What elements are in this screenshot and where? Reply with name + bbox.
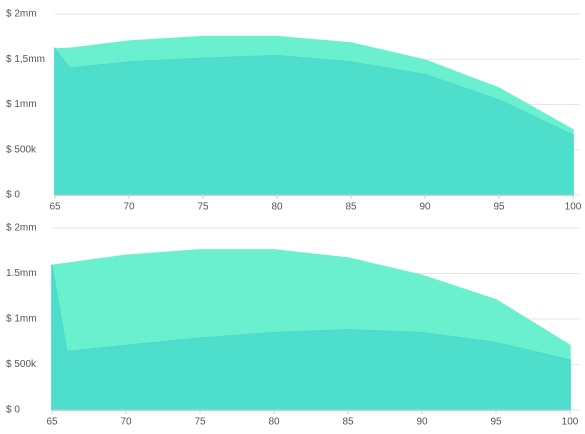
x-tick-label: 100 <box>562 417 579 428</box>
y-tick-label: $ 2mm <box>6 9 37 20</box>
x-tick-label: 65 <box>49 202 61 213</box>
y-tick-label: $ 500k <box>6 144 37 155</box>
x-tick-label: 95 <box>490 417 502 428</box>
x-tick-label: 90 <box>419 202 431 213</box>
x-tick-label: 80 <box>268 417 280 428</box>
x-tick-label: 80 <box>271 202 283 213</box>
x-tick-label: 100 <box>565 202 582 213</box>
y-tick-label: $ 2mm <box>6 223 37 234</box>
y-tick-label: $ 500k <box>6 359 37 370</box>
x-tick-label: 90 <box>416 417 428 428</box>
x-tick-label: 85 <box>345 202 357 213</box>
x-tick-label: 75 <box>194 417 206 428</box>
x-tick-label: 70 <box>123 202 135 213</box>
y-tick-label: $ 1mm <box>6 99 37 110</box>
y-tick-label: $ 0 <box>6 190 20 201</box>
y-tick-label: 1.5mm <box>6 268 37 279</box>
x-tick-label: 65 <box>46 417 58 428</box>
x-tick-label: 70 <box>120 417 132 428</box>
area <box>54 46 574 196</box>
y-tick-label: $ 1mm <box>6 314 37 325</box>
y-tick-label: $ 1,5mm <box>6 54 45 65</box>
x-tick-label: 85 <box>342 417 354 428</box>
x-tick-label: 95 <box>493 202 505 213</box>
x-tick-label: 75 <box>197 202 209 213</box>
y-tick-label: $ 0 <box>6 405 20 416</box>
